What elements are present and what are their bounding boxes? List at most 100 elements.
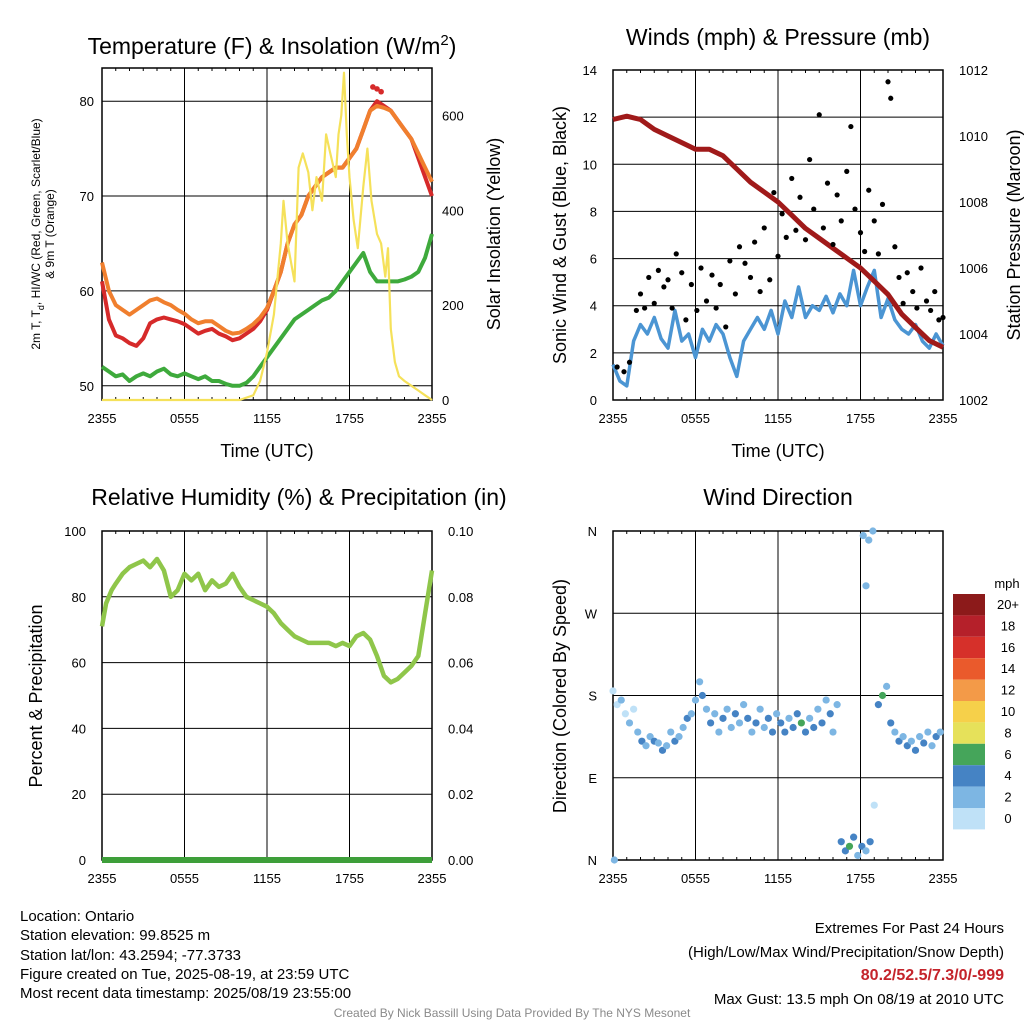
- extremes-title: Extremes For Past 24 Hours: [814, 920, 1004, 937]
- legend-swatch: [953, 743, 985, 766]
- direction-point: [907, 737, 915, 745]
- direction-point: [707, 719, 715, 727]
- direction-point: [920, 739, 928, 747]
- station-elevation: Station elevation: 99.8525 m: [20, 927, 211, 945]
- direction-point: [858, 842, 866, 850]
- direction-point: [899, 733, 907, 741]
- direction-point: [878, 691, 887, 700]
- y-left-tick-label: 8: [590, 204, 597, 219]
- direction-point: [866, 838, 874, 846]
- direction-point: [610, 856, 618, 864]
- gust-point: [688, 281, 694, 288]
- direction-point: [658, 746, 667, 754]
- x-tick-label: 0555: [170, 411, 199, 426]
- direction-point: [781, 728, 789, 736]
- gust-point: [775, 253, 781, 259]
- gust-point: [802, 237, 809, 243]
- direction-point: [850, 833, 858, 841]
- gust-point: [848, 123, 854, 130]
- gust-point: [783, 234, 789, 240]
- gust-point: [642, 305, 648, 311]
- recent-data-timestamp: Most recent data timestamp: 2025/08/19 2…: [20, 985, 352, 1003]
- legend-swatch: [953, 594, 985, 616]
- credit-line: Created By Nick Bassill Using Data Provi…: [333, 1006, 691, 1020]
- direction-point: [777, 719, 785, 727]
- direction-point: [833, 701, 841, 709]
- direction-point: [696, 678, 704, 686]
- direction-point: [932, 733, 940, 741]
- direction-point: [679, 723, 687, 732]
- y-right-tick-label: 0.00: [448, 853, 473, 868]
- direction-point: [638, 737, 646, 745]
- x-tick-label: 0555: [170, 871, 199, 886]
- direction-point: [687, 710, 695, 718]
- y-right-tick-label: 0.02: [448, 787, 473, 802]
- direction-point: [719, 714, 727, 722]
- legend-label: 16: [1001, 640, 1015, 655]
- x-tick-label: 2355: [88, 871, 117, 886]
- y-left-tick-label: 14: [583, 63, 597, 78]
- direction-point: [806, 714, 814, 722]
- direction-point: [735, 719, 744, 727]
- legend-label: 20+: [997, 597, 1019, 612]
- direction-point: [625, 719, 634, 727]
- gust-point: [816, 112, 822, 118]
- panel-temperature: Temperature (F) & Insolation (W/m2) 50 60 7…: [29, 32, 504, 461]
- gust-point: [857, 230, 864, 236]
- y-label-part: , HI/WC (Red, Green, Scarlet/Blue): [29, 118, 43, 305]
- legend-swatch: [953, 615, 985, 637]
- gust-point: [885, 79, 891, 85]
- direction-point: [826, 710, 834, 718]
- y-left-tick-label: 100: [64, 524, 86, 539]
- gust-point: [747, 274, 754, 281]
- extremes-box: Extremes For Past 24 Hours (High/Low/Max…: [688, 917, 1004, 1011]
- direction-point: [646, 733, 654, 741]
- y-right-tick-label: 1012: [959, 63, 988, 78]
- direction-point: [731, 710, 739, 718]
- gust-point: [614, 364, 620, 370]
- direction-point: [773, 710, 781, 718]
- gust-point: [830, 241, 836, 248]
- speed-legend: mph 20+ 18 16 14 12 10 8 6 4 2 0: [953, 576, 1020, 830]
- direction-point: [822, 696, 830, 704]
- direction-point: [797, 719, 805, 727]
- gust-point: [771, 189, 777, 196]
- gust-point: [824, 180, 831, 186]
- direction-point: [723, 705, 731, 713]
- direction-point: [859, 531, 867, 540]
- series-line: [100, 103, 434, 336]
- direction-point: [870, 801, 878, 809]
- series-marker: [378, 88, 384, 95]
- gust-point: [875, 251, 881, 257]
- gust-point: [633, 307, 639, 314]
- max-gust: Max Gust: 13.5 mph On 08/19 at 2010 UTC: [713, 990, 1004, 1008]
- x-tick-label: 1755: [846, 871, 875, 886]
- gust-point: [732, 291, 738, 297]
- meteogram-charts: Temperature (F) & Insolation (W/m2)50607…: [26, 24, 1024, 886]
- y-right-tick-label: 400: [442, 203, 464, 218]
- y-left-tick-label: 80: [80, 94, 94, 109]
- direction-point: [613, 701, 621, 709]
- chart-title: Wind Direction: [703, 484, 853, 510]
- gust-point: [646, 274, 652, 281]
- y-axis-label-right: Solar Insolation (Yellow): [484, 138, 504, 330]
- direction-point: [654, 739, 662, 747]
- legend-label: 4: [1004, 768, 1011, 783]
- gust-point: [709, 272, 715, 278]
- x-tick-label: 1755: [335, 871, 364, 886]
- gust-point: [936, 317, 942, 323]
- y-left-tick-label: N: [588, 853, 597, 868]
- direction-point: [895, 737, 903, 745]
- gust-point: [779, 211, 785, 217]
- gust-point: [703, 298, 710, 304]
- y-left-tick-label: S: [588, 689, 597, 704]
- y-axis-label-left: 2m T, Td, HI/WC (Red, Green, Scarlet/Blu…: [29, 118, 46, 349]
- direction-point: [911, 746, 920, 754]
- x-tick-label: 1755: [846, 411, 875, 426]
- x-tick-label: 1155: [764, 411, 792, 426]
- direction-point: [671, 737, 679, 745]
- y-left-tick-label: 60: [80, 284, 94, 299]
- y-right-tick-label: 1006: [959, 261, 988, 276]
- gust-point: [923, 298, 930, 304]
